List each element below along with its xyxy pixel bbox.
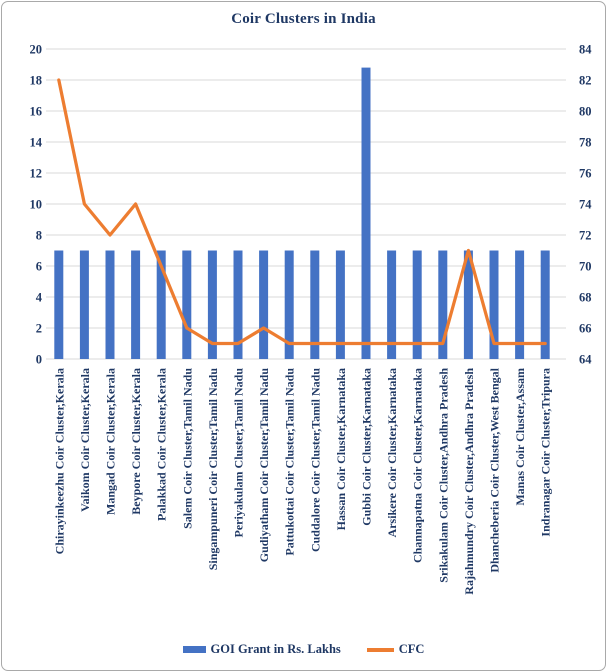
category-label: Hassan Coir Cluster,Karnataka (334, 368, 348, 530)
goi-grant-bar (131, 250, 141, 359)
goi-grant-bar (515, 250, 525, 359)
legend-line-label: CFC (398, 642, 425, 656)
chart-title: Coir Clusters in India (231, 11, 376, 27)
goi-grant-bar (284, 250, 294, 359)
goi-grant-bar (233, 250, 243, 359)
goi-grant-bar (259, 250, 269, 359)
right-axis-tick-label: 80 (579, 105, 592, 119)
category-label: Salem Coir Cluster,Tamil Nadu (180, 368, 194, 529)
goi-grant-bar (412, 250, 422, 359)
left-axis-tick-label: 18 (30, 74, 43, 88)
right-axis-tick-label: 74 (579, 198, 592, 212)
category-label: Beypore Coir Cluster,Kerala (129, 368, 143, 515)
category-label: Periyakulam Cluster,Tamil Nadu (232, 368, 246, 538)
right-axis-tick-label: 82 (579, 74, 592, 88)
category-label: Srikakulam Coir Cluster,Andhra Pradesh (436, 368, 450, 583)
category-label: Palakkad Coir Cluster,Kerala (155, 368, 169, 521)
legend-bar-label: GOI Grant in Rs. Lakhs (210, 642, 341, 656)
legend: GOI Grant in Rs. Lakhs CFC (2, 642, 605, 657)
left-axis-tick-label: 2 (36, 322, 42, 336)
left-axis-tick-label: 10 (30, 198, 43, 212)
goi-grant-bar (54, 250, 64, 359)
category-label: Cuddalore Coir Cluster,Tamil Nadu (308, 368, 322, 552)
goi-grant-bar (79, 250, 89, 359)
goi-grant-bar (438, 250, 448, 359)
left-axis-tick-label: 20 (30, 43, 43, 57)
category-label: Singampuneri Coir Cluster,Tamil Nadu (206, 368, 220, 571)
left-axis-tick-label: 4 (36, 291, 43, 305)
goi-grant-bar (335, 250, 345, 359)
category-label: Indranagar Coir Cluster,Tripura (539, 368, 553, 537)
goi-grant-bar (207, 250, 217, 359)
goi-grant-bar (182, 250, 192, 359)
category-label: Rajahmundry Coir Cluster,Andhra Pradesh (462, 368, 476, 595)
goi-grant-bar (540, 250, 550, 359)
left-axis-tick-label: 0 (36, 353, 42, 367)
category-label: Chirayinkeezhu Coir Cluster,Kerala (52, 368, 66, 554)
right-axis-tick-label: 64 (579, 353, 592, 367)
goi-grant-bar (310, 250, 320, 359)
category-label: Vaikom Coir Cluster,Kerala (78, 368, 92, 512)
right-axis-tick-label: 66 (579, 322, 592, 336)
category-label: Manas Coir Cluster,Assam (513, 368, 527, 506)
right-axis-tick-label: 84 (579, 43, 592, 57)
left-axis-tick-label: 14 (30, 136, 43, 150)
category-label: Channapatna Coir Cluster,Karnataka (411, 368, 425, 563)
left-axis-tick-label: 12 (30, 167, 43, 181)
goi-grant-bar (463, 250, 473, 359)
legend-bar-swatch-icon (182, 646, 206, 653)
category-label: Dhancheberia Coir Cluster,West Bengal (488, 367, 502, 572)
goi-grant-bar (387, 250, 397, 359)
right-axis-tick-label: 68 (579, 291, 592, 305)
goi-grant-bar (489, 250, 499, 359)
cfc-line (57, 78, 547, 346)
right-axis-tick-label: 78 (579, 136, 592, 150)
goi-grant-bar (105, 250, 115, 359)
category-label: Arsikere Coir Cluster,Karnataka (385, 368, 399, 537)
left-axis-tick-label: 16 (30, 105, 43, 119)
category-label: Gubbi Coir Cluster,Karnataka (360, 368, 374, 526)
goi-grant-bar (156, 250, 166, 359)
category-label: Pattukottai Coir Cluster,Tamil Nadu (283, 368, 297, 556)
category-label: Mangad Coir Cluster,Kerala (104, 368, 118, 515)
right-axis-tick-label: 72 (579, 229, 592, 243)
combo-chart: 0 64 2 66 4 68 6 70 8 72 10 74 12 76 14 78 16 80 18 82 20 84 C… (30, 43, 593, 595)
legend-line-swatch-icon (366, 647, 394, 652)
left-axis-tick-label: 6 (36, 260, 42, 274)
category-label: Gudiyatham Coir Cluster,Tamil Nadu (257, 368, 271, 563)
goi-grant-bar (361, 67, 371, 359)
left-axis-tick-label: 8 (36, 229, 42, 243)
right-axis-tick-label: 70 (579, 260, 592, 274)
right-axis-tick-label: 76 (579, 167, 592, 181)
